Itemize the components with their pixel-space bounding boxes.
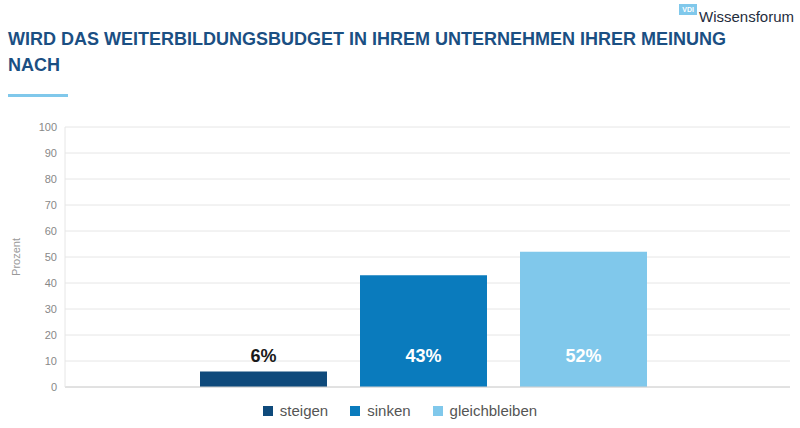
html-text:sinken: sinken [367,402,411,419]
html-text:WIRD DAS WEITERBILDUNGSBUDGET: WIRD DAS WEITERBILDUNGSBUDGET IN IHREM U… [8,29,726,75]
svg-text:43%: 43% [405,346,441,366]
svg-text:20: 20 [45,329,57,341]
svg-text:50: 50 [45,251,57,263]
svg-text:100: 100 [39,121,57,133]
svg-text:10: 10 [45,355,57,367]
svg-text:30: 30 [45,303,57,315]
html-text:VDI: VDI [682,6,694,13]
svg-text:70: 70 [45,199,57,211]
svg-text:Prozent: Prozent [10,238,22,276]
html-text:Wissensforum: Wissensforum [699,8,794,25]
html-text:steigen: steigen [279,402,329,419]
html-text:gleichbleiben: gleichbleiben [449,402,538,419]
svg-text:40: 40 [45,277,57,289]
svg-text:90: 90 [45,147,57,159]
svg-text:52%: 52% [565,346,601,366]
svg-text:6%: 6% [250,346,276,366]
svg-text:80: 80 [45,173,57,185]
svg-text:60: 60 [45,225,57,237]
svg-text:0: 0 [51,381,57,393]
